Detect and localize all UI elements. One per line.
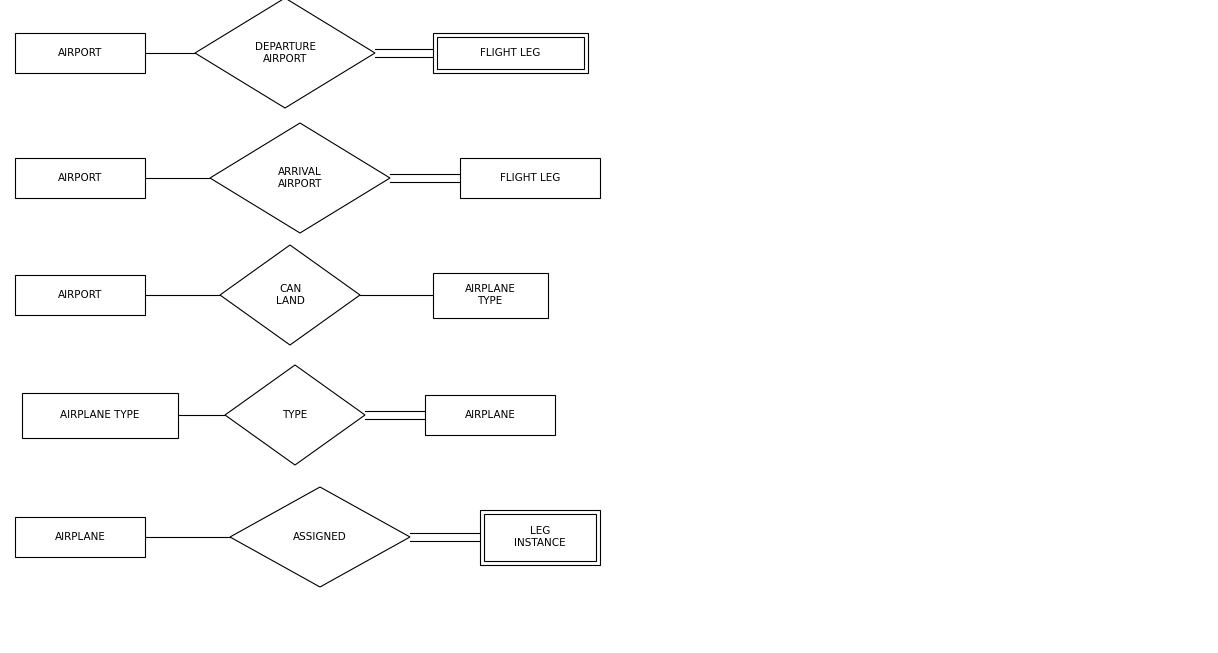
Polygon shape bbox=[195, 0, 375, 108]
Text: CAN
LAND: CAN LAND bbox=[275, 284, 304, 306]
Bar bbox=[15, 275, 145, 315]
Text: AIRPLANE
TYPE: AIRPLANE TYPE bbox=[464, 284, 515, 306]
Bar bbox=[460, 158, 600, 198]
Text: AIRPORT: AIRPORT bbox=[57, 173, 102, 183]
Text: ASSIGNED: ASSIGNED bbox=[294, 532, 347, 542]
Polygon shape bbox=[230, 487, 410, 587]
Bar bbox=[484, 513, 596, 560]
Bar bbox=[22, 392, 178, 438]
Bar bbox=[432, 33, 587, 73]
Polygon shape bbox=[225, 365, 365, 465]
Text: AIRPLANE: AIRPLANE bbox=[464, 410, 515, 420]
Bar bbox=[15, 33, 145, 73]
Text: TYPE: TYPE bbox=[283, 410, 308, 420]
Bar bbox=[436, 37, 583, 69]
Text: LEG
INSTANCE: LEG INSTANCE bbox=[514, 526, 566, 548]
Text: AIRPLANE: AIRPLANE bbox=[55, 532, 106, 542]
Text: FLIGHT LEG: FLIGHT LEG bbox=[480, 48, 541, 58]
Text: AIRPORT: AIRPORT bbox=[57, 290, 102, 300]
Text: ARRIVAL
AIRPORT: ARRIVAL AIRPORT bbox=[278, 167, 323, 189]
Bar bbox=[432, 272, 548, 317]
Bar bbox=[480, 509, 600, 564]
Bar bbox=[425, 395, 555, 435]
Polygon shape bbox=[220, 245, 361, 345]
Text: DEPARTURE
AIRPORT: DEPARTURE AIRPORT bbox=[255, 42, 315, 64]
Bar bbox=[15, 517, 145, 557]
Polygon shape bbox=[209, 123, 390, 233]
Text: AIRPORT: AIRPORT bbox=[57, 48, 102, 58]
Bar bbox=[15, 158, 145, 198]
Text: AIRPLANE TYPE: AIRPLANE TYPE bbox=[61, 410, 140, 420]
Text: FLIGHT LEG: FLIGHT LEG bbox=[499, 173, 560, 183]
